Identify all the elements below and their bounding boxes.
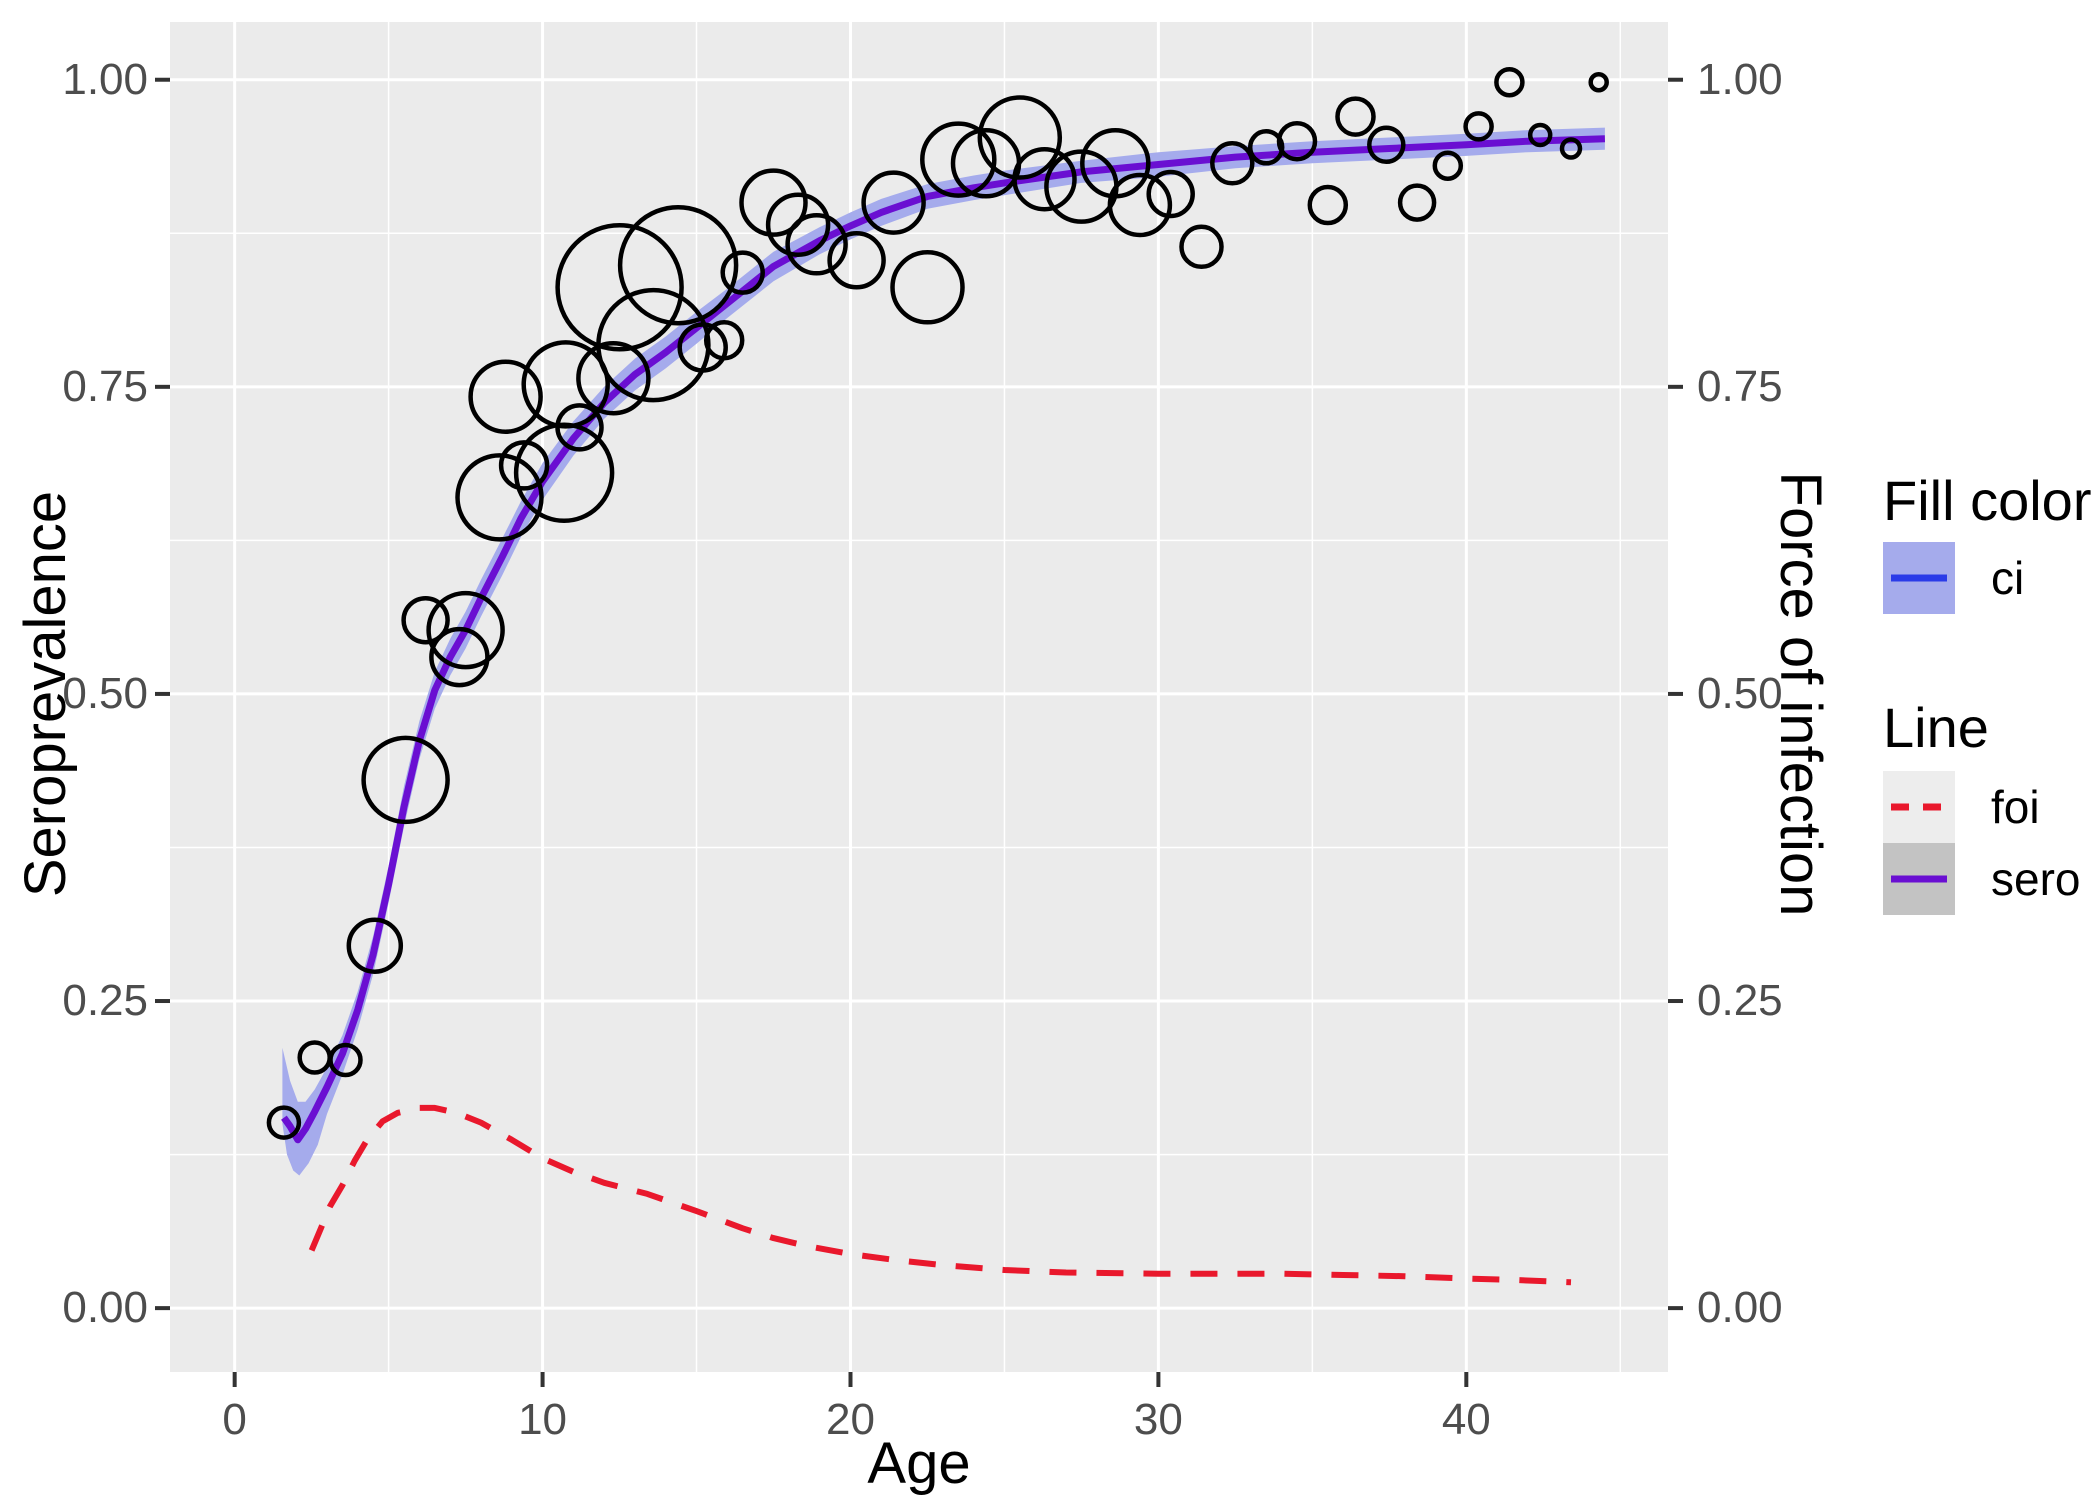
data-point-circle [521,340,610,429]
legend-fill-title: Fill color [1883,469,2092,532]
data-point-circle [617,204,739,326]
y-left-axis-title: Seroprevalence [13,490,78,898]
data-point-circle [429,626,490,688]
foi-curve [308,1104,1572,1286]
x-tick-label: 20 [826,1395,875,1444]
panel-background [170,22,1668,1372]
data-point-circle [827,231,886,290]
y-right-tick-label: 0.25 [1697,976,1783,1026]
foi-dashed-line [308,1104,1572,1286]
y-left-tick-label: 0.50 [62,668,148,718]
x-tick-label: 0 [222,1395,247,1444]
data-point-circle [703,319,745,361]
data-point-circle [1494,66,1525,98]
data-point-circle [346,917,404,974]
data-point-circle [1588,71,1609,93]
data-point-circle [1012,146,1077,212]
y-right-tick-label: 0.00 [1697,1283,1783,1333]
x-tick-label: 40 [1441,1395,1491,1444]
data-point-circle [1210,141,1255,186]
data-point-circle [1463,111,1494,142]
data-point-circle [1367,125,1406,165]
data-point-circle [720,250,765,295]
data-point-circle [576,340,651,416]
x-tick-label: 10 [518,1395,568,1444]
data-point-circle [1527,122,1553,148]
data-point-circle [328,1042,363,1078]
y-left-tick-label: 0.25 [62,976,148,1026]
data-point-circle [455,453,544,542]
data-point-circle [426,590,505,670]
ci-ribbon [282,127,1605,1176]
data-bubbles [266,66,1609,1140]
gridlines-minor [170,22,1668,1372]
data-point-circle [977,95,1063,180]
data-point-circle [739,168,808,237]
x-axis-title: Age [867,1431,971,1496]
data-point-circle [468,359,543,434]
data-point-circle [555,223,684,352]
data-point-circle [266,1105,302,1140]
panel-rect [170,22,1668,1372]
data-point-circle [361,735,450,825]
data-point-circle [861,170,926,235]
y-left-tick-label: 0.00 [62,1283,148,1333]
gridlines-major [170,22,1668,1372]
ci-swatch-icon [1883,542,1955,614]
y-left-tick-label: 0.75 [62,361,148,411]
foi-dashed-swatch-icon [1883,771,1955,843]
legend-foi-label: foi [1991,781,2040,833]
ci-ribbon-area [282,127,1605,1176]
legend-sero-label: sero [1991,853,2081,905]
x-tick-label: 30 [1133,1395,1183,1444]
y-right-tick-label: 0.50 [1697,668,1783,718]
data-point-circle [555,403,604,452]
data-point-circle [1179,224,1224,270]
data-point-circle [1559,137,1583,160]
axis-tick-marks [155,77,1683,1387]
data-point-circle [1146,169,1195,219]
legend-ci-label: ci [1991,552,2025,604]
legend-ci-key [1883,542,1955,614]
y-left-tick-label: 1.00 [62,54,148,104]
y-right-tick-label: 1.00 [1697,54,1783,104]
data-point-circle [1335,96,1376,137]
data-point-circle [765,192,831,257]
data-point-circle [785,213,848,276]
y-right-axis-title: Force of infection [1768,471,1833,917]
legend-line-title: Line [1883,696,1989,759]
data-point-circle [1307,184,1349,226]
data-point-circle [1276,120,1318,162]
legend-foi-key [1883,771,1955,843]
legend-sero-key [1883,843,1955,915]
data-point-circle [1432,150,1464,181]
data-point-circle [1397,183,1437,222]
data-point-circle [1080,128,1151,199]
y-right-tick-label: 0.75 [1697,361,1783,411]
data-point-circle [677,322,728,373]
data-point-circle [920,121,997,198]
data-point-circle [1107,172,1173,238]
sero-solid-swatch-icon [1883,843,1955,915]
data-point-circle [890,250,965,325]
data-point-circle [401,595,450,645]
